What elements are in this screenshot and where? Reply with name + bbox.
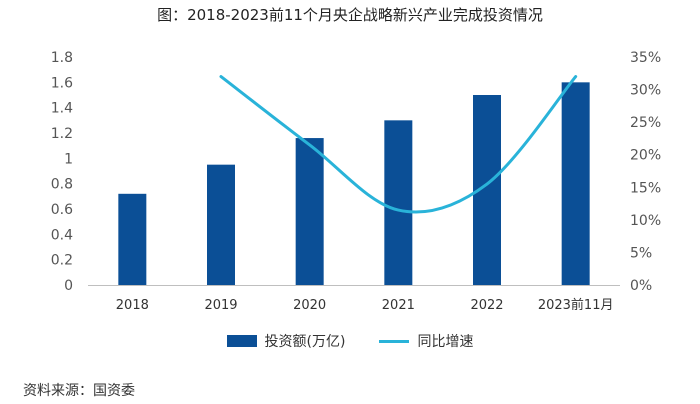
- y-right-tick-label: 35%: [630, 50, 661, 66]
- y-left-tick-label: 0.8: [51, 177, 73, 193]
- bar-2023前11月: [561, 82, 590, 285]
- y-axis-left: 0 0.2 0.4 0.6 0.8 1 1.2 1.4 1.6 1.8: [51, 50, 73, 294]
- bar-2021: [384, 120, 413, 285]
- legend-item-growth: 同比增速: [379, 331, 473, 351]
- x-tick-label: 2022: [470, 298, 503, 313]
- y-left-tick-label: 1.6: [51, 75, 73, 91]
- x-axis: 2018 2019 2020 2021 2022 2023前11月: [116, 297, 614, 313]
- y-right-tick-label: 0%: [630, 278, 652, 294]
- y-right-tick-label: 5%: [630, 245, 652, 261]
- y-axis-right: 0% 5% 10% 15% 20% 25% 30% 35%: [630, 50, 661, 294]
- y-right-tick-label: 15%: [630, 180, 661, 196]
- y-left-tick-label: 1.8: [51, 50, 73, 66]
- y-right-tick-label: 30%: [630, 83, 661, 99]
- chart-plot: 0 0.2 0.4 0.6 0.8 1 1.2 1.4 1.6 1.8 0% 5% 10% 15% 20%…: [51, 50, 661, 313]
- x-tick-label: 2020: [293, 298, 326, 313]
- x-tick-label: 2018: [116, 298, 149, 313]
- y-left-tick-label: 0.6: [51, 202, 73, 218]
- legend-item-investment: 投资额(万亿): [226, 331, 346, 351]
- bar-2020: [295, 138, 324, 285]
- legend: 投资额(万亿) 同比增速: [0, 331, 700, 351]
- y-left-tick-label: 1.2: [51, 126, 73, 142]
- legend-swatch-bar: [226, 335, 257, 347]
- legend-label-growth: 同比增速: [417, 334, 474, 350]
- legend-label-investment: 投资额(万亿): [264, 334, 346, 350]
- x-tick-label: 2021: [382, 298, 415, 313]
- y-left-tick-label: 0.4: [51, 227, 73, 243]
- y-right-tick-label: 25%: [630, 115, 661, 131]
- growth-line: [219, 75, 578, 214]
- y-right-tick-label: 10%: [630, 213, 661, 229]
- y-left-tick-label: 0.2: [51, 253, 73, 269]
- bar-2018: [118, 193, 147, 285]
- y-left-tick-label: 1.4: [51, 101, 73, 117]
- chart-title: 图：2018-2023前11个月央企战略新兴产业完成投资情况: [157, 6, 543, 24]
- bar-series: [118, 82, 590, 285]
- source-note: 资料来源：国资委: [23, 383, 135, 399]
- y-right-tick-label: 20%: [630, 148, 661, 164]
- y-left-tick-label: 0: [64, 278, 73, 294]
- legend-swatch-line: [379, 339, 410, 343]
- y-left-tick-label: 1: [64, 151, 73, 167]
- x-tick-label: 2023前11月: [538, 297, 614, 313]
- x-tick-label: 2019: [204, 298, 237, 313]
- bar-2019: [207, 164, 235, 285]
